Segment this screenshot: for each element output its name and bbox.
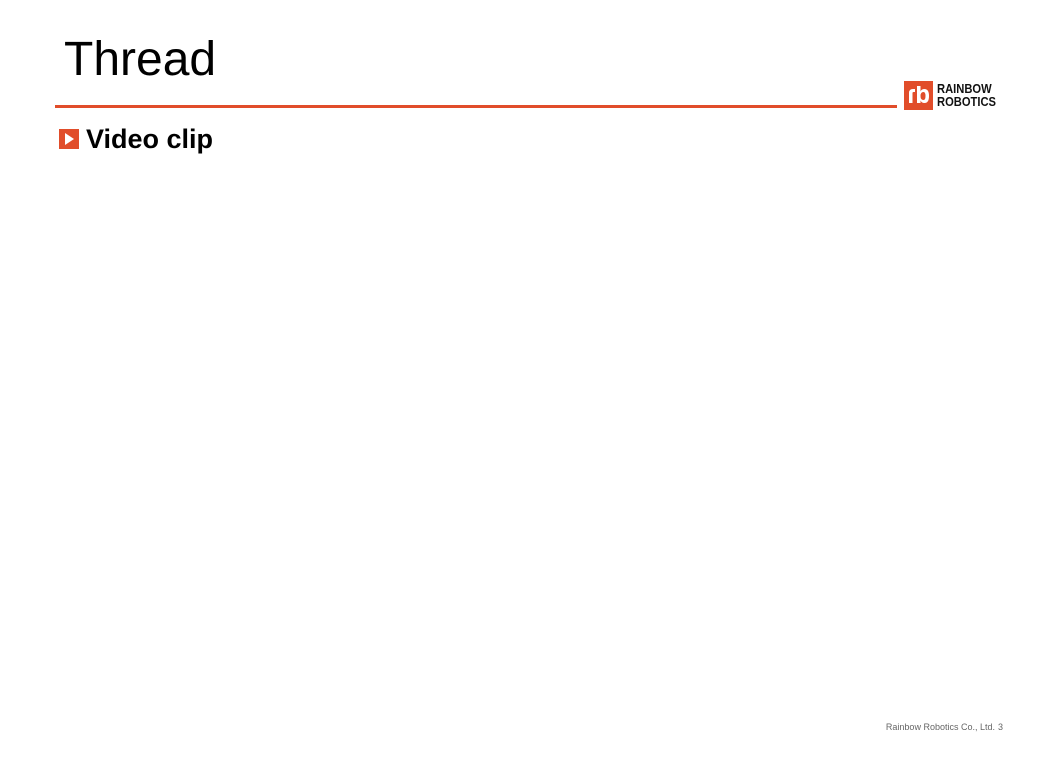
title-divider <box>55 105 897 108</box>
page-number: 3 <box>997 722 1003 732</box>
footer-company: Rainbow Robotics Co., Ltd. <box>885 722 995 732</box>
company-logo: RAINBOW ROBOTICS <box>904 80 1006 110</box>
logo-wordmark: RAINBOW ROBOTICS <box>937 82 996 108</box>
play-icon <box>59 129 79 149</box>
rb-logo-icon <box>904 80 933 110</box>
section-label: Video clip <box>86 124 214 154</box>
slide-title: Thread <box>64 33 217 86</box>
logo-line-1: RAINBOW <box>937 81 992 96</box>
logo-line-2: ROBOTICS <box>937 94 997 109</box>
slide-footer: Rainbow Robotics Co., Ltd. 3 <box>886 721 1003 733</box>
section-heading: Video clip <box>59 122 213 156</box>
